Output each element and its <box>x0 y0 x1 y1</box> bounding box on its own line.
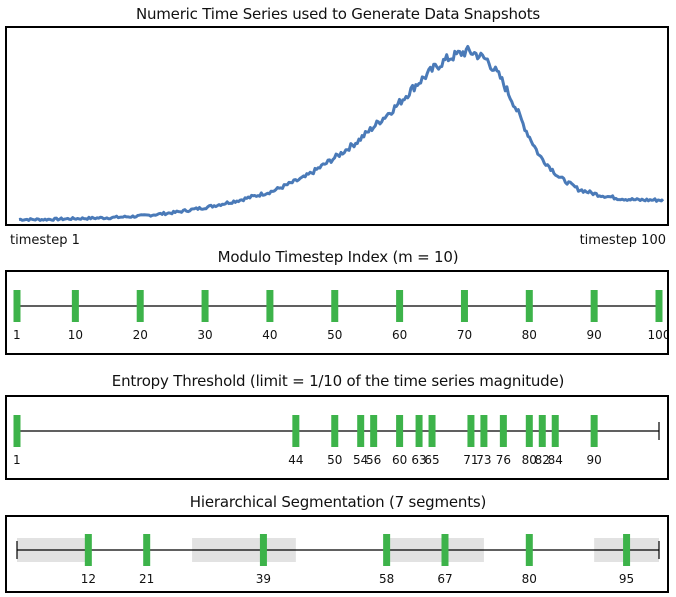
entropy-panel: 1 44 50 54 56 60 63 65 71 73 76 80 82 84 90 <box>5 395 669 480</box>
snapshot-marker <box>143 534 151 566</box>
snapshot-tick-label: 10 <box>68 328 83 342</box>
snapshot-marker <box>428 415 436 447</box>
snapshot-marker <box>655 290 663 322</box>
snapshot-tick-label: 76 <box>496 453 511 467</box>
snapshot-marker <box>13 415 21 447</box>
snapshot-marker <box>71 290 79 322</box>
snapshot-marker <box>525 415 533 447</box>
snapshot-marker <box>499 415 507 447</box>
snapshot-marker <box>551 415 559 447</box>
snapshot-marker <box>383 534 391 566</box>
snapshot-tick-label: 80 <box>522 328 537 342</box>
snapshot-tick-label: 100 <box>648 328 667 342</box>
snapshot-marker <box>292 415 300 447</box>
snapshot-tick-label: 54 <box>353 453 368 467</box>
snapshot-marker <box>480 415 488 447</box>
snapshot-marker <box>467 415 475 447</box>
snapshot-marker <box>525 534 533 566</box>
snapshot-tick-label: 60 <box>392 453 407 467</box>
snapshot-marker <box>84 534 92 566</box>
snapshot-tick-label: 67 <box>437 572 452 586</box>
snapshot-tick-label: 63 <box>411 453 426 467</box>
snapshot-marker <box>201 290 209 322</box>
snapshot-marker <box>538 415 546 447</box>
snapshot-tick-label: 82 <box>535 453 550 467</box>
snapshot-marker <box>396 415 404 447</box>
snapshot-marker <box>357 415 365 447</box>
snapshot-tick-label: 90 <box>587 453 602 467</box>
snapshot-marker <box>441 534 449 566</box>
snapshot-tick-label: 60 <box>392 328 407 342</box>
timeseries-title: Numeric Time Series used to Generate Dat… <box>135 5 541 23</box>
snapshot-tick-label: 39 <box>256 572 271 586</box>
snapshot-marker <box>13 290 21 322</box>
snapshot-tick-label: 84 <box>548 453 563 467</box>
snapshot-tick-label: 80 <box>522 572 537 586</box>
timeseries-chart <box>18 44 665 222</box>
snapshot-tick-label: 71 <box>463 453 478 467</box>
snapshot-tick-label: 56 <box>366 453 381 467</box>
snapshot-tick-label: 73 <box>476 453 491 467</box>
timeseries-line <box>18 44 665 222</box>
snapshot-marker <box>590 290 598 322</box>
snapshot-tick-label: 58 <box>379 572 394 586</box>
snapshot-tick-label: 50 <box>327 328 342 342</box>
snapshot-marker <box>623 534 631 566</box>
timestep-start-label: timestep 1 <box>10 233 80 248</box>
modulo-panel: 1 10 20 30 40 50 60 70 80 90 100 <box>5 270 670 355</box>
snapshot-tick-label: 20 <box>133 328 148 342</box>
snapshot-marker <box>259 534 267 566</box>
snapshot-marker <box>266 290 274 322</box>
snapshot-tick-label: 65 <box>424 453 439 467</box>
snapshot-marker <box>460 290 468 322</box>
snapshot-tick-label: 50 <box>327 453 342 467</box>
snapshot-marker <box>331 290 339 322</box>
hierarchical-title: Hierarchical Segmentation (7 segments) <box>189 493 487 511</box>
snapshot-marker <box>525 290 533 322</box>
snapshot-tick-label: 30 <box>197 328 212 342</box>
snapshot-marker <box>331 415 339 447</box>
snapshot-marker <box>396 290 404 322</box>
snapshot-marker <box>370 415 378 447</box>
timeseries-panel <box>5 26 669 226</box>
modulo-timeline: 1 10 20 30 40 50 60 70 80 90 100 <box>13 290 670 342</box>
snapshot-tick-label: 1 <box>13 453 21 467</box>
snapshot-marker <box>415 415 423 447</box>
snapshot-tick-label: 1 <box>13 328 21 342</box>
snapshot-marker <box>590 415 598 447</box>
hierarchical-panel: 12 21 39 58 67 80 95 <box>5 515 669 593</box>
snapshot-tick-label: 90 <box>587 328 602 342</box>
snapshot-tick-label: 95 <box>619 572 634 586</box>
modulo-title: Modulo Timestep Index (m = 10) <box>217 248 459 266</box>
snapshot-tick-label: 80 <box>522 453 537 467</box>
snapshot-tick-label: 40 <box>262 328 277 342</box>
snapshot-tick-label: 21 <box>139 572 154 586</box>
hierarchical-timeline: 12 21 39 58 67 80 95 <box>16 534 660 586</box>
timestep-end-label: timestep 100 <box>579 233 666 248</box>
snapshot-tick-label: 44 <box>288 453 303 467</box>
entropy-title: Entropy Threshold (limit = 1/10 of the t… <box>111 372 565 390</box>
snapshot-tick-label: 70 <box>457 328 472 342</box>
snapshot-tick-label: 12 <box>81 572 96 586</box>
snapshot-marker <box>136 290 144 322</box>
